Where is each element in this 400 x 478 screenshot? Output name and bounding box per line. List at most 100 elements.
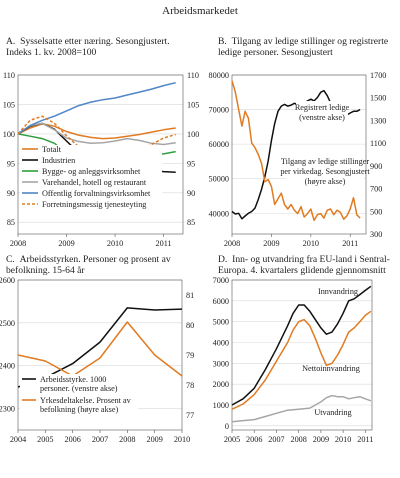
x-tick-label: 2006 <box>64 435 80 444</box>
plot-frame <box>231 279 373 431</box>
y-tick-label-right: 105 <box>187 100 199 109</box>
legend-background <box>20 374 138 420</box>
y-tick-label-right: 1500 <box>370 94 386 103</box>
y-tick-label-left: 2300 <box>0 405 15 414</box>
series-line-c-1 <box>17 321 183 377</box>
annotation-text: Tilgang av ledige stillinger <box>281 157 369 166</box>
y-tick-label-left: 3000 <box>213 359 229 368</box>
legend-label: personer. (venstre akse) <box>40 384 118 393</box>
y-tick-label-right: 500 <box>370 207 382 216</box>
panel-title-line: C. Arbeidsstyrken. Personer og prosent a… <box>6 254 171 265</box>
y-tick-label-right: 700 <box>370 185 382 194</box>
series-label: Utvandring <box>314 408 351 417</box>
y-tick-label-left: 85 <box>7 218 15 227</box>
y-tick-label-right: 1300 <box>370 116 386 125</box>
x-tick-label: 2010 <box>174 435 190 444</box>
panel-title-line: A. Sysselsatte etter næring. Sesongjuste… <box>6 36 170 47</box>
y-tick-label-left: 90 <box>7 189 15 198</box>
series-line-d-0 <box>231 285 372 406</box>
legend-label: Yrkesdeltakelse. Prosent av <box>40 396 132 405</box>
series-line-d-1 <box>231 310 372 410</box>
x-tick-label: 2009 <box>146 435 162 444</box>
panel-title-line: ledige personer. Sesongjustert <box>218 47 333 58</box>
x-tick-label: 2010 <box>303 239 319 248</box>
legend-background <box>20 145 162 211</box>
x-tick-label: 2008 <box>10 239 26 248</box>
x-tick-label: 2008 <box>119 435 135 444</box>
series-label: Innvandring <box>318 287 358 296</box>
annotation-background <box>296 101 348 121</box>
series-line-a-0 <box>17 123 176 140</box>
y-tick-label-left: 6000 <box>213 297 229 306</box>
y-tick-label-left: 40000 <box>209 209 229 218</box>
panel-c: C. Arbeidsstyrken. Personer og prosent a… <box>0 254 194 444</box>
y-tick-label-left: 2400 <box>0 362 15 371</box>
y-tick-label-left: 7000 <box>213 276 229 285</box>
panel-title-line: D. Inn- og utvandring fra EU-land i Sent… <box>218 254 390 265</box>
x-tick-label: 2009 <box>313 435 329 444</box>
y-tick-label-left: 1000 <box>213 401 229 410</box>
panel-b: B. Tilgang av ledige stillinger og regis… <box>209 36 389 248</box>
y-tick-label-right: 80 <box>186 321 194 330</box>
y-tick-label-left: 95 <box>7 159 15 168</box>
x-tick-label: 2005 <box>224 435 240 444</box>
series-line-d-2 <box>231 394 372 423</box>
y-tick-label-left: 80000 <box>209 71 229 80</box>
y-tick-label-left: 110 <box>3 71 15 80</box>
annotation-text: (høyre akse) <box>305 177 346 186</box>
series-line-a-3 <box>17 122 176 146</box>
legend-label: Totalt <box>42 145 62 154</box>
y-tick-label-left: 2600 <box>0 276 15 285</box>
legend-label: Varehandel, hotell og restaurant <box>42 178 147 187</box>
y-tick-label-left: 100 <box>3 130 15 139</box>
x-tick-label: 2007 <box>92 435 108 444</box>
series-label: Nettoinnvandring <box>302 364 360 373</box>
annotation-background <box>286 155 364 185</box>
y-tick-label-right: 95 <box>187 159 195 168</box>
panel-a: A. Sysselsatte etter næring. Sesongjuste… <box>3 36 200 248</box>
x-tick-label: 2011 <box>156 239 172 248</box>
plot-frame <box>17 74 184 235</box>
figure-title: Arbeidsmarkedet <box>162 5 238 17</box>
y-tick-label-right: 100 <box>187 130 199 139</box>
y-tick-label-right: 79 <box>186 351 194 360</box>
y-tick-label-right: 300 <box>370 230 382 239</box>
x-tick-label: 2004 <box>10 435 26 444</box>
x-tick-label: 2009 <box>263 239 279 248</box>
y-tick-label-right: 81 <box>186 291 194 300</box>
y-tick-label-left: 4000 <box>213 339 229 348</box>
y-tick-label-right: 85 <box>187 218 195 227</box>
y-tick-label-left: 70000 <box>209 106 229 115</box>
x-tick-label: 2008 <box>290 435 306 444</box>
x-tick-label: 2006 <box>246 435 262 444</box>
y-tick-label-left: 2000 <box>213 380 229 389</box>
y-tick-label-right: 110 <box>187 71 199 80</box>
legend-label: befolkning (høyre akse) <box>40 405 118 414</box>
legend-label: Offentlig forvaltningsvirksomhet <box>42 189 151 198</box>
series-line-b-1 <box>231 80 361 222</box>
y-tick-label-right: 1700 <box>370 71 386 80</box>
panel-title-line: Indeks 1. kv. 2008=100 <box>6 47 97 58</box>
y-tick-label-left: 5000 <box>213 318 229 327</box>
panel-title-line: befolkning. 15-64 år <box>6 265 85 276</box>
panel-title-line: Europa. 4. kvartalers glidende gjennomsn… <box>218 265 386 276</box>
x-tick-label: 2007 <box>268 435 284 444</box>
y-tick-label-left: 2500 <box>0 319 15 328</box>
legend-label: Bygge- og anleggsvirksomhet <box>42 167 141 176</box>
x-tick-label: 2011 <box>342 239 358 248</box>
y-tick-label-left: 105 <box>3 100 15 109</box>
y-tick-label-left: 50000 <box>209 175 229 184</box>
legend-label: Industrien <box>42 156 75 165</box>
series-line-a-4 <box>17 81 176 135</box>
y-tick-label-right: 1100 <box>370 139 386 148</box>
y-tick-label-right: 90 <box>187 189 195 198</box>
y-tick-label-right: 77 <box>186 411 194 420</box>
annotation-text: per virkedag. Sesongjustert <box>280 167 370 176</box>
panel-title-line: B. Tilgang av ledige stillinger og regis… <box>218 36 388 47</box>
y-tick-label-left: 0 <box>225 422 229 431</box>
x-tick-label: 2008 <box>224 239 240 248</box>
x-tick-label: 2005 <box>37 435 53 444</box>
panel-d: D. Inn- og utvandring fra EU-land i Sent… <box>213 254 390 444</box>
x-tick-label: 2010 <box>107 239 123 248</box>
